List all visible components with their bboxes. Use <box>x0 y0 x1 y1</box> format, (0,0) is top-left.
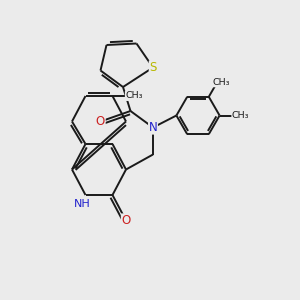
Text: N: N <box>148 121 158 134</box>
Text: CH₃: CH₃ <box>125 92 143 100</box>
Text: NH: NH <box>74 199 91 209</box>
Text: S: S <box>149 61 157 74</box>
Text: CH₃: CH₃ <box>213 78 230 87</box>
Text: CH₃: CH₃ <box>232 111 249 120</box>
Text: O: O <box>122 214 130 227</box>
Text: O: O <box>96 115 105 128</box>
